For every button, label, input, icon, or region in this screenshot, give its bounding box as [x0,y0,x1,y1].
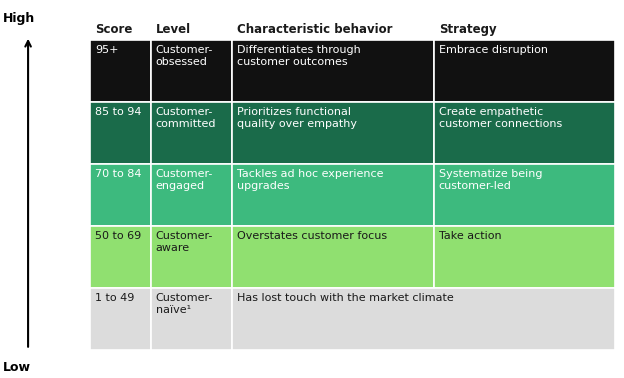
Text: 1 to 49: 1 to 49 [95,293,135,303]
Text: Customer-
engaged: Customer- engaged [156,169,213,191]
Text: Customer-
naïve¹: Customer- naïve¹ [156,293,213,315]
Bar [151,40,232,102]
Text: 85 to 94: 85 to 94 [95,107,142,117]
Bar [151,288,232,350]
Text: Score: Score [95,23,133,36]
Text: Customer-
committed: Customer- committed [156,107,217,129]
Bar [90,288,151,350]
Bar [232,102,434,164]
Text: Prioritizes functional
quality over empathy: Prioritizes functional quality over empa… [237,107,357,129]
Text: Low: Low [3,361,31,374]
Text: 50 to 69: 50 to 69 [95,231,142,241]
Text: High: High [3,12,36,25]
Text: Take action: Take action [439,231,502,241]
Bar [90,40,151,102]
Text: Customer-
aware: Customer- aware [156,231,213,253]
Text: Embrace disruption: Embrace disruption [439,45,548,55]
Bar [232,226,434,288]
Text: 70 to 84: 70 to 84 [95,169,142,179]
Bar [232,40,434,102]
Text: Create empathetic
customer connections: Create empathetic customer connections [439,107,562,129]
Bar [151,164,232,226]
Bar [434,164,615,226]
Text: Has lost touch with the market climate: Has lost touch with the market climate [237,293,454,303]
Bar [90,226,151,288]
Text: Tackles ad hoc experience
upgrades: Tackles ad hoc experience upgrades [237,169,384,191]
Text: Level: Level [156,23,191,36]
Text: Differentiates through
customer outcomes: Differentiates through customer outcomes [237,45,361,67]
Bar [151,102,232,164]
Bar [434,102,615,164]
Text: Strategy: Strategy [439,23,497,36]
Bar [232,288,615,350]
Text: Characteristic behavior: Characteristic behavior [237,23,392,36]
Text: Systematize being
customer-led: Systematize being customer-led [439,169,542,191]
Text: Customer-
obsessed: Customer- obsessed [156,45,213,67]
Text: Overstates customer focus: Overstates customer focus [237,231,387,241]
Bar [90,164,151,226]
Bar [90,102,151,164]
Bar [232,164,434,226]
Text: 95+: 95+ [95,45,119,55]
Bar [434,226,615,288]
Bar [434,40,615,102]
Bar [151,226,232,288]
